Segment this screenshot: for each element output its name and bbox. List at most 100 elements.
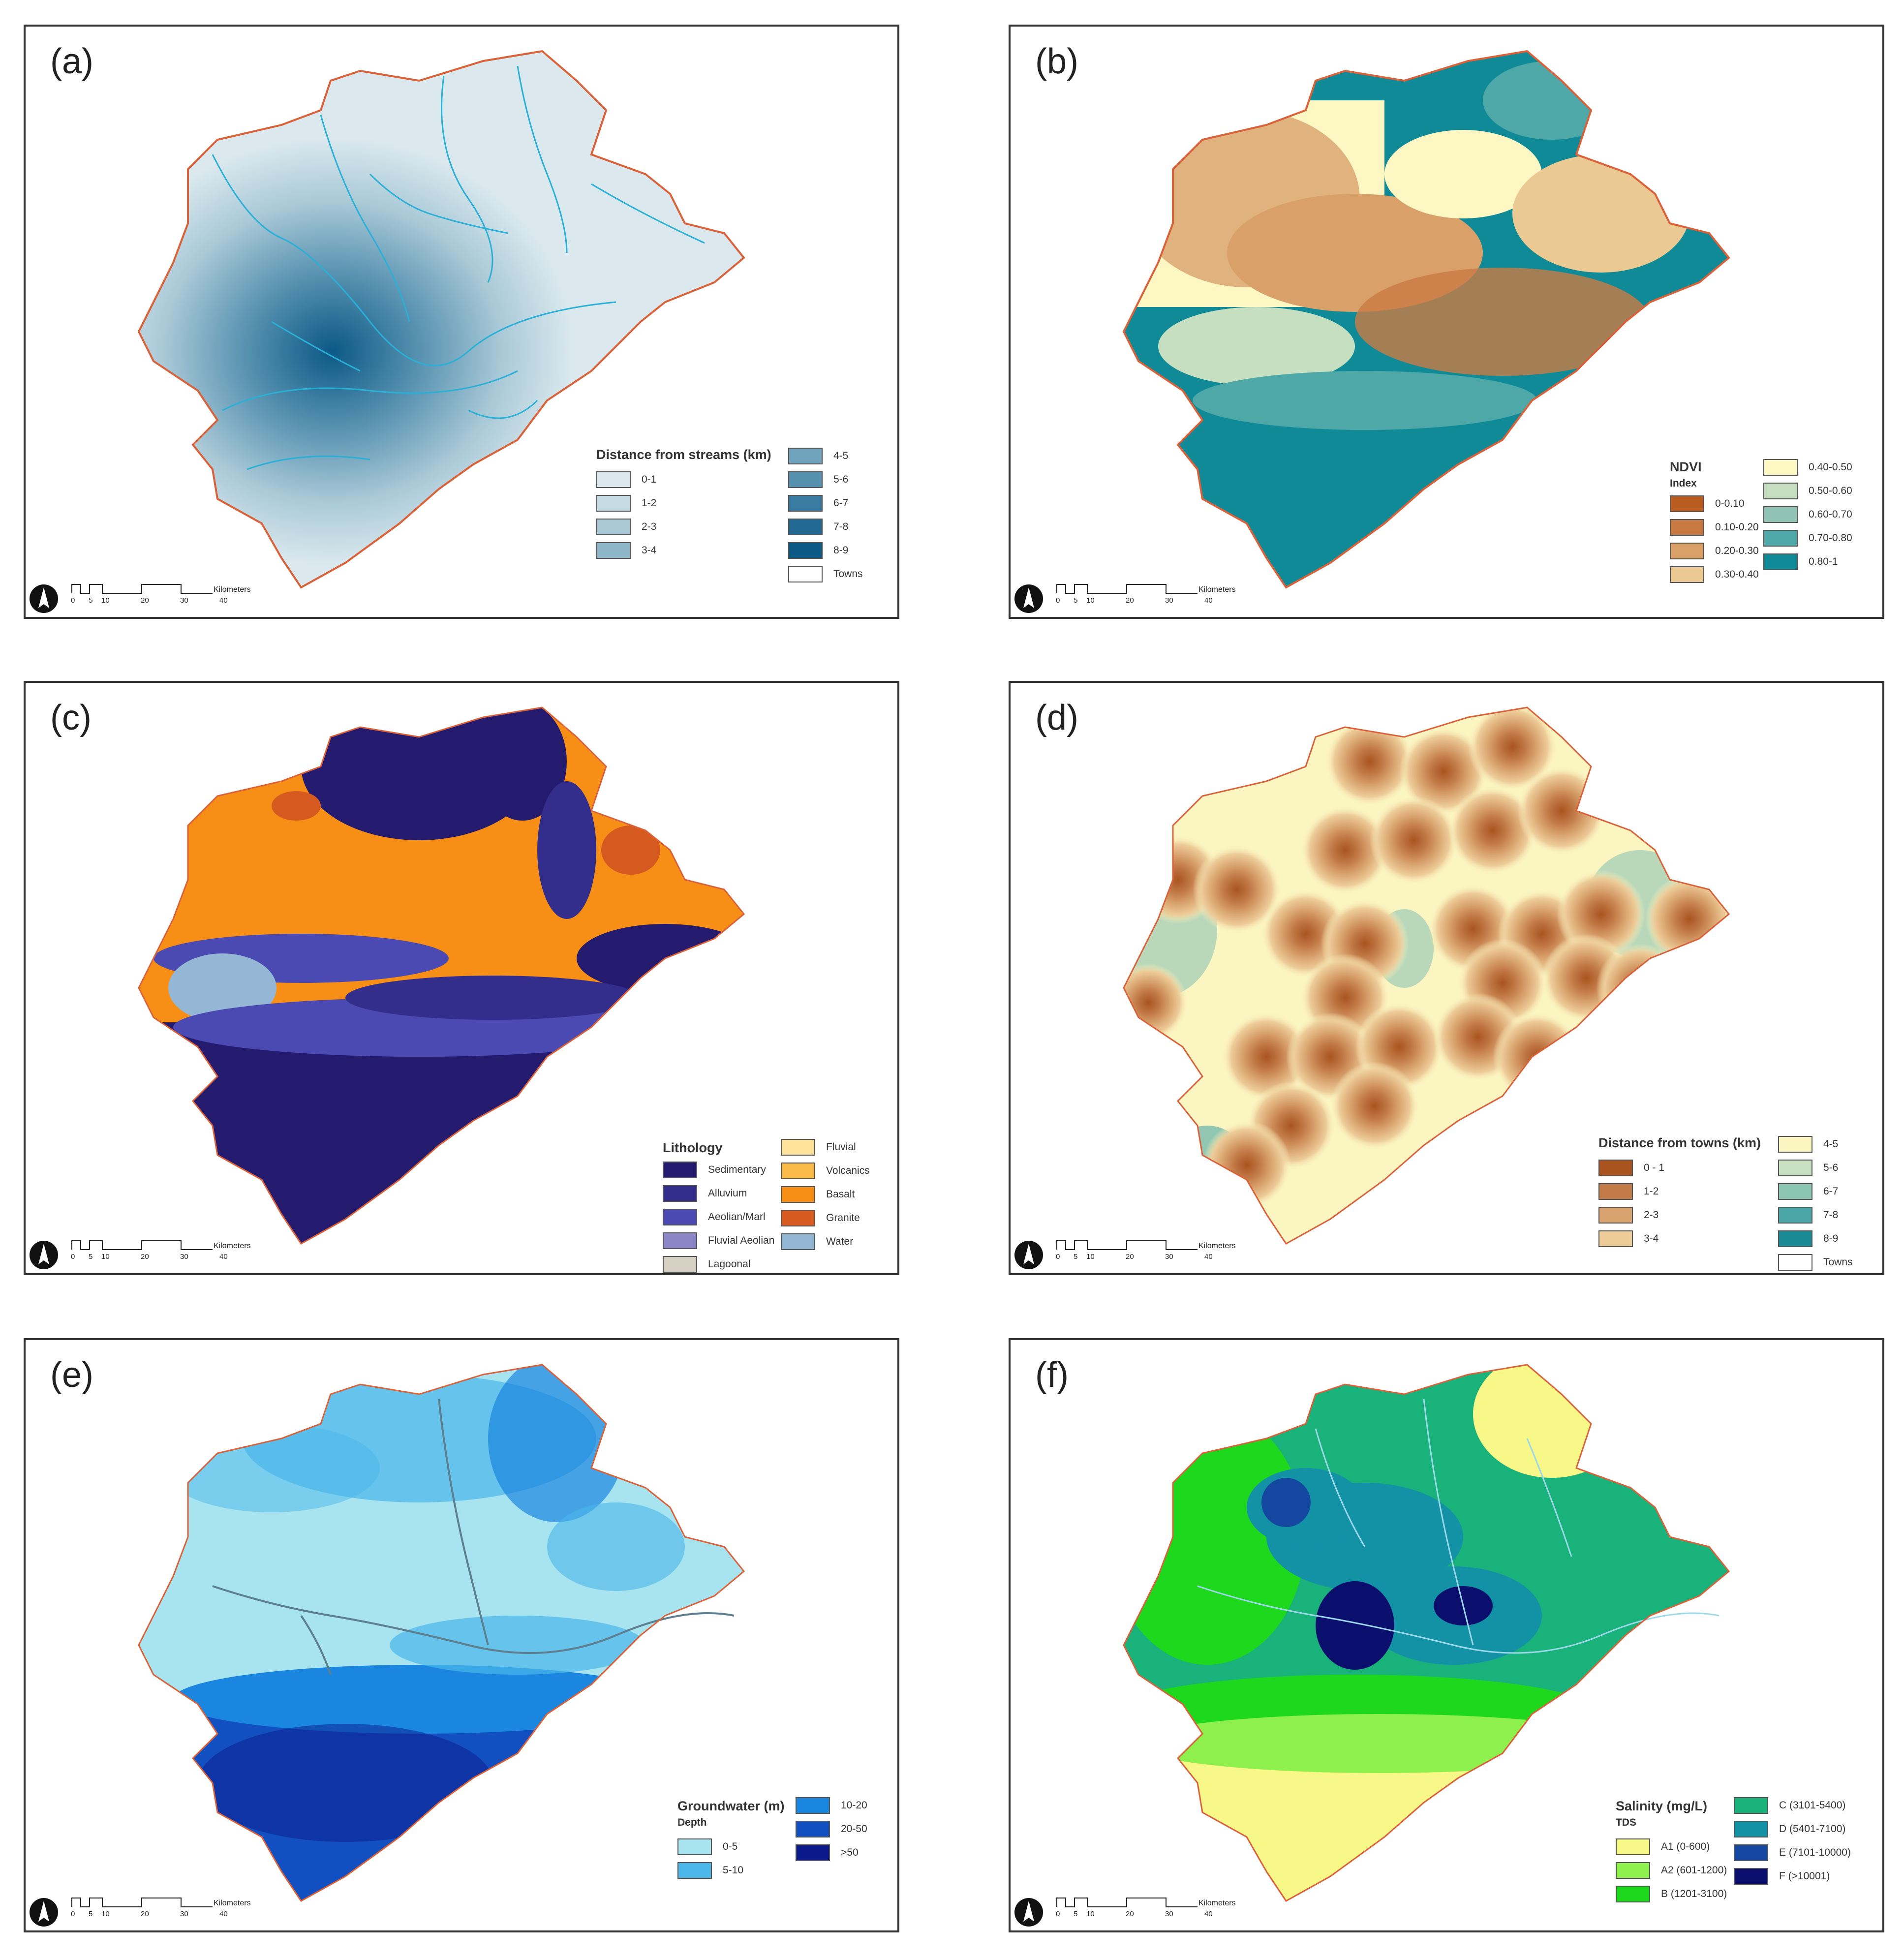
legend-item: 1-2 bbox=[596, 491, 656, 515]
legend-label: 0.80-1 bbox=[1809, 556, 1838, 567]
legend-label: Towns bbox=[833, 568, 863, 580]
panel-a: (a) Distance from streams (km) 0-1 1-2 2-3… bbox=[24, 25, 899, 619]
legend-col-1: Sedimentary Alluvium Aeolian/Marl Fluvial A… bbox=[663, 1158, 774, 1273]
legend-subtitle: Depth bbox=[677, 1817, 707, 1828]
legend-swatch bbox=[596, 542, 631, 559]
scale-tick: 10 bbox=[1086, 596, 1095, 605]
legend-title: Salinity (mg/L) bbox=[1616, 1799, 1708, 1813]
panel-label: (e) bbox=[50, 1355, 93, 1395]
legend-label: Fluvial Aeolian bbox=[708, 1235, 775, 1246]
legend-swatch bbox=[1763, 553, 1798, 570]
panel-f: (f) Salinity (mg/L) TDS A bbox=[1009, 1338, 1884, 1932]
legend-swatch bbox=[663, 1185, 697, 1202]
legend-label: 5-10 bbox=[723, 1865, 744, 1876]
scale-bar-graphic bbox=[1056, 1898, 1198, 1907]
scale-tick: 0 bbox=[71, 1910, 75, 1918]
legend-swatch bbox=[1616, 1886, 1650, 1902]
scale-tick: 20 bbox=[141, 1910, 149, 1918]
legend-label: 1-2 bbox=[642, 497, 657, 509]
legend-label: B (1201-3100) bbox=[1661, 1888, 1727, 1899]
scale-tick: 5 bbox=[89, 596, 93, 605]
scale-tick: 10 bbox=[101, 1910, 110, 1918]
legend-swatch bbox=[677, 1838, 712, 1855]
legend-item: B (1201-3100) bbox=[1616, 1882, 1727, 1906]
scale-tick: 5 bbox=[89, 1910, 93, 1918]
legend-item: 0.80-1 bbox=[1763, 550, 1852, 574]
legend-swatch bbox=[1778, 1230, 1812, 1247]
legend: Distance from towns (km) 0 - 1 1-2 2-3 3-4 … bbox=[1598, 1135, 1853, 1271]
legend: Lithology Sedimentary Alluvium Aeolian/Mar… bbox=[663, 1139, 870, 1273]
legend-col-1: 0 - 1 1-2 2-3 3-4 bbox=[1598, 1156, 1664, 1251]
legend-swatch bbox=[1616, 1838, 1650, 1855]
legend-label: 0 - 1 bbox=[1644, 1162, 1665, 1173]
legend-label: Aeolian/Marl bbox=[708, 1211, 766, 1223]
legend-label: 0.70-0.80 bbox=[1809, 532, 1852, 544]
legend-item: 7-8 bbox=[788, 515, 863, 539]
legend-label: 20-50 bbox=[841, 1823, 867, 1835]
legend-swatch bbox=[796, 1821, 830, 1837]
basin-outline bbox=[1122, 50, 1730, 589]
legend-label: 8-9 bbox=[833, 545, 849, 556]
panel-b: (b) NDVI Index 0-0.10 0.10-0.20 0.20-0.30 0… bbox=[1009, 25, 1884, 619]
north-arrow-icon bbox=[1014, 1241, 1043, 1269]
legend-item: 2-3 bbox=[1598, 1203, 1664, 1227]
legend-swatch bbox=[663, 1256, 697, 1273]
legend-item: Alluvium bbox=[663, 1182, 774, 1205]
legend-title: Distance from streams (km) bbox=[596, 447, 771, 462]
scale-tick: 40 bbox=[1204, 1910, 1213, 1918]
legend-label: Basalt bbox=[826, 1189, 855, 1200]
legend-swatch bbox=[788, 542, 823, 559]
scale-unit: Kilometers bbox=[1198, 1242, 1236, 1250]
scale-tick: 20 bbox=[141, 596, 149, 605]
legend-item: Basalt bbox=[781, 1183, 870, 1206]
legend-item: 0 - 1 bbox=[1598, 1156, 1664, 1180]
legend-item: 4-5 bbox=[788, 444, 863, 468]
legend-item: 0.10-0.20 bbox=[1670, 516, 1759, 539]
legend-label: 2-3 bbox=[642, 521, 657, 532]
legend-swatch bbox=[781, 1163, 815, 1179]
legend-item: 6-7 bbox=[788, 491, 863, 515]
scale-bar-graphic bbox=[71, 584, 213, 594]
legend-swatch bbox=[788, 495, 823, 512]
legend-item: Aeolian/Marl bbox=[663, 1205, 774, 1229]
panel-label: (f) bbox=[1035, 1355, 1069, 1395]
legend-swatch bbox=[781, 1186, 815, 1203]
legend-item: 0.30-0.40 bbox=[1670, 563, 1759, 586]
scale-unit: Kilometers bbox=[214, 585, 251, 594]
scale-unit: Kilometers bbox=[214, 1242, 251, 1250]
legend-label: 0.20-0.30 bbox=[1715, 545, 1759, 556]
legend-swatch bbox=[1778, 1207, 1812, 1224]
legend-swatch bbox=[781, 1139, 815, 1156]
legend-swatch bbox=[1763, 483, 1798, 499]
legend-swatch bbox=[1778, 1183, 1812, 1200]
legend-col-2: 4-5 5-6 6-7 7-8 8-9 Towns bbox=[1778, 1133, 1853, 1273]
scale-bar: Kilometers 0 5 10 20 30 40 bbox=[1056, 1236, 1243, 1265]
scale-tick: 20 bbox=[141, 1253, 149, 1261]
scale-tick: 30 bbox=[180, 1910, 188, 1918]
scale-tick: 0 bbox=[71, 596, 75, 605]
legend-swatch bbox=[1734, 1868, 1768, 1885]
legend-item: 0.40-0.50 bbox=[1763, 456, 1852, 479]
groundwater-raster bbox=[139, 1365, 744, 1901]
legend-item: 0.50-0.60 bbox=[1763, 479, 1852, 503]
scale-tick: 5 bbox=[1074, 1910, 1078, 1918]
scale-unit: Kilometers bbox=[1198, 1899, 1236, 1907]
panel-label: (d) bbox=[1035, 698, 1078, 737]
legend-label: 0.50-0.60 bbox=[1809, 485, 1852, 496]
panel-d: (d) bbox=[1009, 681, 1884, 1275]
scale-bar: Kilometers 0 5 10 20 30 40 bbox=[71, 1236, 258, 1265]
legend-item: Fluvial Aeolian bbox=[663, 1229, 774, 1253]
scale-bar: Kilometers 0 5 10 20 30 40 bbox=[1056, 580, 1243, 609]
legend: NDVI Index 0-0.10 0.10-0.20 0.20-0.30 0.30-… bbox=[1670, 459, 1852, 583]
legend-label: 0-1 bbox=[642, 474, 657, 485]
legend-col-1: 0-5 5-10 bbox=[677, 1835, 743, 1882]
legend-item: Towns bbox=[1778, 1251, 1853, 1273]
legend-label: Alluvium bbox=[708, 1188, 747, 1199]
legend-item: 0-1 bbox=[596, 468, 656, 491]
legend-item: 3-4 bbox=[1598, 1227, 1664, 1251]
legend-swatch bbox=[1598, 1207, 1633, 1224]
scale-bar-graphic bbox=[1056, 584, 1198, 594]
legend-swatch bbox=[596, 495, 631, 512]
map-distance-streams bbox=[137, 50, 745, 589]
map-lithology bbox=[138, 706, 745, 1245]
